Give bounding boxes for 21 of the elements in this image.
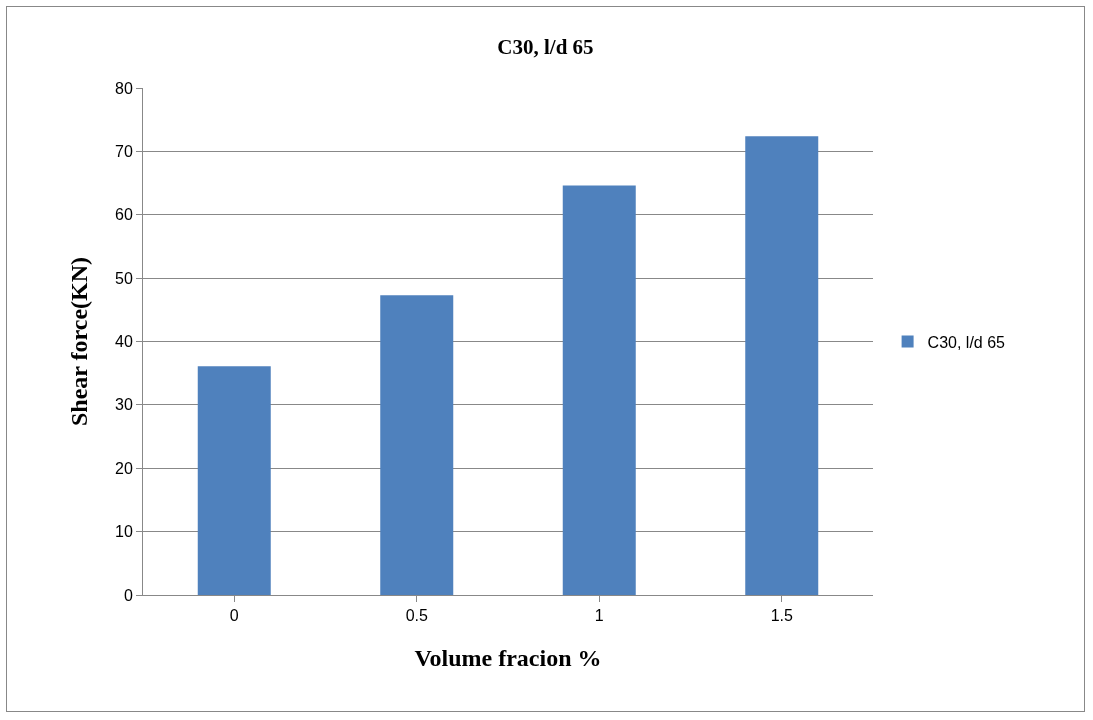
x-axis-title: Volume fracion % xyxy=(414,644,602,671)
chart-title: C30, l/d 65 xyxy=(497,35,594,60)
x-tick-label: 1.5 xyxy=(770,607,793,625)
bar xyxy=(380,295,454,595)
y-tick-label: 40 xyxy=(115,333,133,351)
x-tick-label: 0.5 xyxy=(405,607,428,625)
y-tick-label: 30 xyxy=(115,396,133,414)
y-axis-title: Shear force(KN) xyxy=(66,256,93,427)
legend-label: C30, l/d 65 xyxy=(927,333,1006,351)
x-tick-label: 1 xyxy=(594,607,604,625)
y-tick-label: 10 xyxy=(115,523,133,541)
bar xyxy=(562,185,636,595)
y-tick-label: 0 xyxy=(123,586,133,604)
bar xyxy=(745,136,819,595)
y-tick-label: 60 xyxy=(115,206,133,224)
x-tick-label: 0 xyxy=(229,607,239,625)
y-tick-label: 50 xyxy=(115,269,133,287)
y-tick-label: 20 xyxy=(115,459,133,477)
y-tick-label: 80 xyxy=(115,79,133,97)
y-tick-label: 70 xyxy=(115,142,133,160)
bar xyxy=(197,366,271,595)
